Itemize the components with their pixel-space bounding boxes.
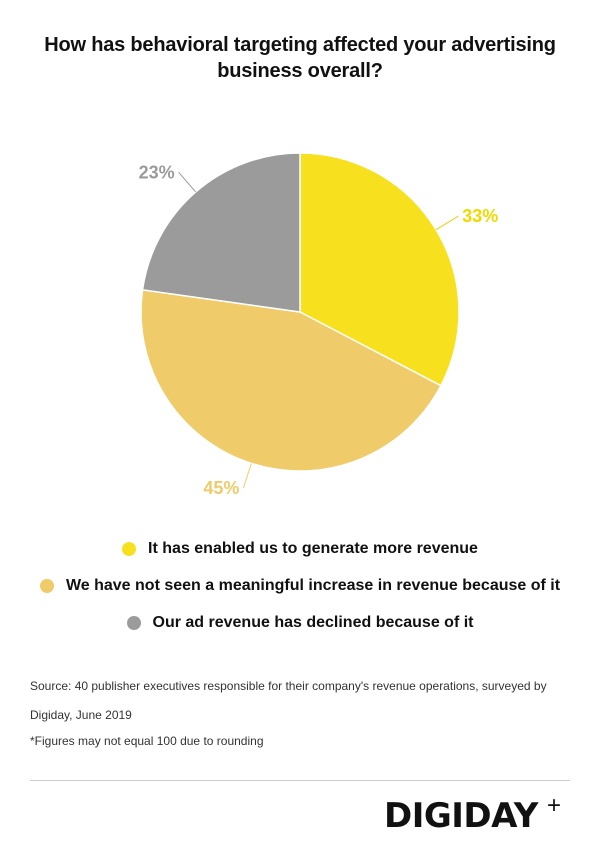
pie-chart: 33% 45% 23% (139, 152, 498, 498)
legend: It has enabled us to generate more reven… (0, 538, 600, 649)
label-45: 45% (203, 478, 239, 498)
legend-item-no-increase: We have not seen a meaningful increase i… (0, 575, 600, 597)
source-note: Source: 40 publisher executives responsi… (30, 679, 547, 722)
chart-title: How has behavioral targeting affected yo… (44, 34, 556, 82)
legend-swatch-yellow (122, 542, 137, 556)
leader-line (435, 215, 459, 231)
leader-line (242, 463, 252, 489)
legend-label: Our ad revenue has declined because of i… (152, 614, 474, 631)
legend-swatch-gray (126, 616, 141, 630)
label-23: 23% (139, 162, 175, 182)
legend-label: It has enabled us to generate more reven… (148, 540, 478, 557)
plus-icon: + (547, 792, 562, 819)
leader-line (178, 172, 197, 193)
digiday-logo: DIGIDAY (384, 796, 538, 836)
legend-item-declined: Our ad revenue has declined because of i… (0, 612, 600, 634)
slice-no-increase (140, 288, 442, 472)
legend-swatch-gold (39, 579, 54, 593)
legend-label: We have not seen a meaningful increase i… (65, 577, 561, 594)
label-33: 33% (462, 206, 498, 226)
legend-item-more-revenue: It has enabled us to generate more reven… (0, 538, 600, 560)
footer-divider (30, 780, 570, 781)
rounding-note: *Figures may not equal 100 due to roundi… (30, 734, 264, 748)
